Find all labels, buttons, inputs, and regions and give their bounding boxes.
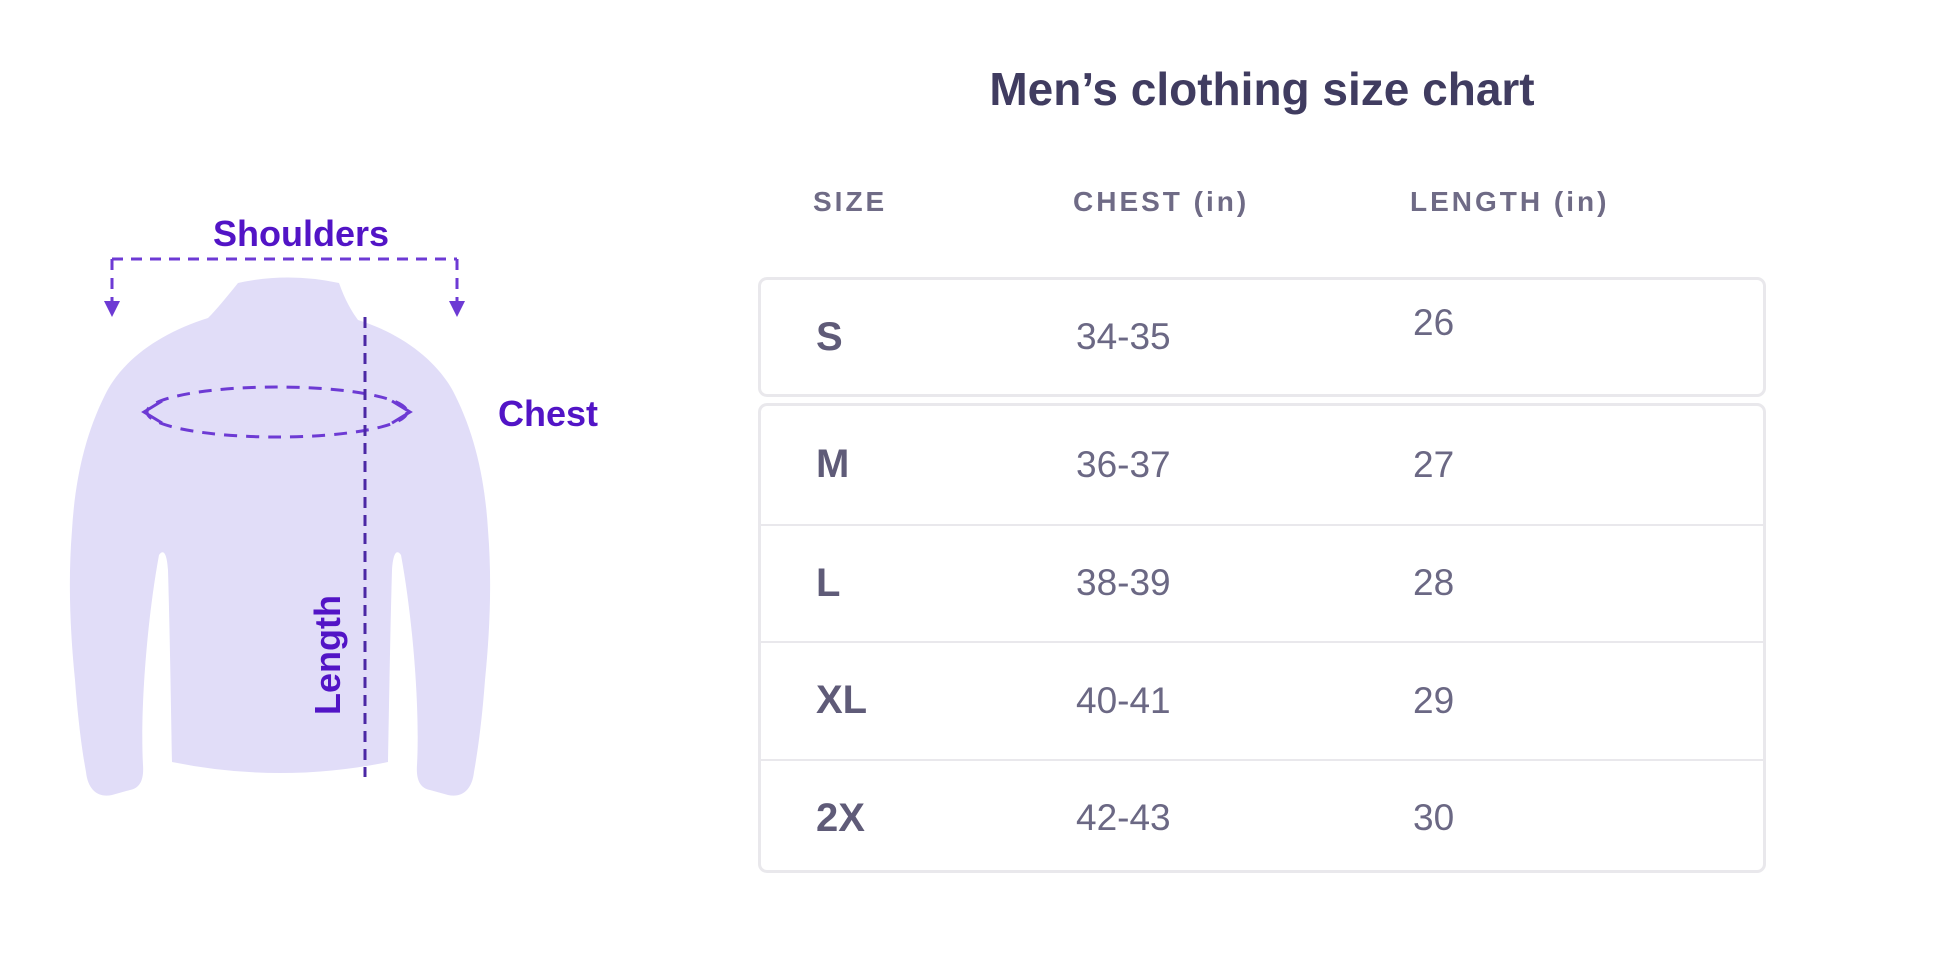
size-cell: S: [816, 314, 843, 359]
chest-cell: 38-39: [1076, 562, 1171, 604]
chest-cell: 40-41: [1076, 679, 1171, 721]
shoulders-measure-bracket: [104, 257, 465, 317]
chest-label: Chest: [498, 393, 598, 434]
column-header-chest: CHEST (in): [1073, 186, 1250, 217]
length-cell: 26: [1413, 302, 1455, 343]
chest-cell: 36-37: [1076, 443, 1171, 485]
length-cell: 29: [1413, 679, 1455, 721]
size-cell: M: [816, 442, 850, 487]
table-row: S 34-35 26: [761, 280, 1763, 394]
size-cell: XL: [816, 678, 868, 723]
table-row: L 38-39 28: [761, 523, 1763, 642]
table-card-s: S 34-35 26: [758, 277, 1766, 397]
shirt-measurement-diagram: Shoulders Chest Length: [69, 213, 598, 796]
shirt-silhouette: [69, 277, 491, 796]
left-arrow-icon: [141, 399, 163, 425]
shoulders-label: Shoulders: [213, 213, 389, 254]
right-arrow-icon: [391, 399, 413, 425]
chest-cell: 42-43: [1076, 797, 1171, 839]
column-header-length: LENGTH (in): [1410, 186, 1610, 217]
length-cell: 27: [1413, 443, 1455, 485]
table-row: M 36-37 27: [761, 406, 1763, 524]
table-row: XL 40-41 29: [761, 641, 1763, 759]
size-cell: L: [816, 560, 841, 605]
page-title: Men’s clothing size chart: [989, 63, 1535, 115]
down-arrow-icon: [104, 301, 120, 317]
table-card-rest: M 36-37 27 L 38-39 28 XL 40-41 29 2X 42-…: [758, 403, 1766, 873]
column-header-size: SIZE: [813, 186, 888, 217]
chest-cell: 34-35: [1076, 316, 1171, 357]
down-arrow-icon: [449, 301, 465, 317]
length-label: Length: [307, 595, 348, 715]
chest-measure-ellipse: [141, 385, 413, 439]
length-cell: 30: [1413, 797, 1455, 839]
table-row: 2X 42-43 30: [761, 758, 1763, 877]
size-cell: 2X: [816, 795, 865, 840]
length-cell: 28: [1413, 562, 1455, 604]
table-header-row: SIZE CHEST (in) LENGTH (in): [758, 186, 1766, 218]
